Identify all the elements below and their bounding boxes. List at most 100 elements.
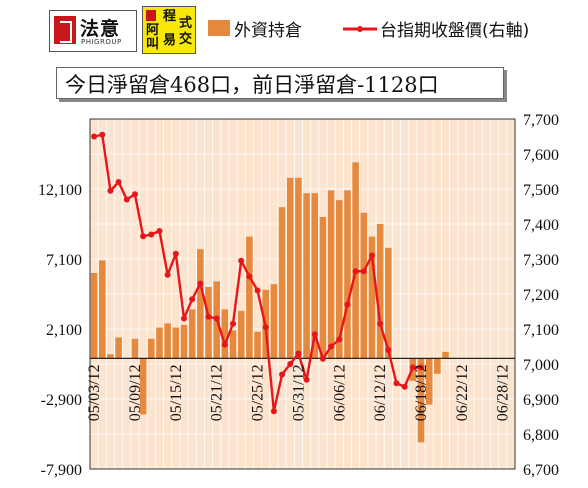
y-right-tick-label: 6,900 bbox=[523, 392, 559, 409]
bar bbox=[139, 358, 147, 415]
price-point bbox=[238, 257, 245, 264]
price-point bbox=[91, 133, 98, 140]
price-point bbox=[287, 361, 294, 367]
program-trading-logo-char: 交 bbox=[179, 32, 193, 47]
x-tick-label: 05/21/12 bbox=[209, 364, 226, 421]
bar bbox=[180, 324, 188, 359]
price-point bbox=[295, 350, 302, 357]
price-point bbox=[377, 320, 384, 327]
bar bbox=[156, 327, 163, 359]
price-point bbox=[213, 315, 220, 322]
price-point bbox=[197, 280, 204, 287]
bar bbox=[425, 358, 433, 405]
x-tick-label: 06/18/12 bbox=[413, 364, 430, 421]
price-point bbox=[164, 271, 171, 278]
price-point bbox=[172, 250, 179, 257]
bar bbox=[229, 330, 237, 359]
price-point bbox=[393, 380, 400, 387]
program-trading-logo-char: 易 bbox=[163, 33, 177, 48]
x-tick-label: 05/25/12 bbox=[250, 364, 267, 421]
price-point bbox=[360, 268, 367, 275]
price-point bbox=[311, 331, 318, 338]
phigroup-logo: 法意 PHIGROUP bbox=[49, 10, 137, 52]
program-trading-logo-char: 阿 bbox=[146, 23, 160, 38]
bar bbox=[344, 190, 351, 359]
bar bbox=[107, 354, 114, 359]
y-right-tick-label: 7,000 bbox=[523, 357, 559, 374]
x-tick-label: 05/15/12 bbox=[168, 364, 185, 421]
y-right-tick-label: 6,700 bbox=[523, 462, 559, 479]
bar bbox=[205, 287, 212, 359]
legend-bar-label: 外資持倉 bbox=[234, 21, 302, 41]
bar bbox=[115, 337, 122, 359]
bar bbox=[246, 236, 253, 359]
bar bbox=[368, 236, 376, 359]
bar bbox=[385, 247, 392, 359]
price-point bbox=[303, 376, 310, 383]
price-point bbox=[205, 313, 212, 320]
price-point bbox=[230, 320, 237, 327]
bar bbox=[197, 249, 204, 359]
y-right-tick-label: 7,700 bbox=[523, 112, 559, 129]
phigroup-logo-text: 法意 bbox=[80, 18, 121, 40]
price-point bbox=[140, 233, 147, 240]
price-point bbox=[368, 252, 375, 259]
y-left-tick-label: 2,100 bbox=[46, 322, 82, 339]
bar bbox=[434, 358, 441, 374]
x-tick-label: 06/12/12 bbox=[372, 364, 389, 421]
bar bbox=[303, 193, 310, 359]
y-left-tick-label: -2,900 bbox=[41, 392, 82, 409]
chart-title: 今日淨留倉468口，前日淨留倉-1128口 bbox=[65, 73, 439, 97]
price-point bbox=[279, 371, 286, 378]
bar bbox=[278, 207, 286, 359]
bar bbox=[327, 190, 335, 359]
bar bbox=[172, 327, 180, 359]
price-point bbox=[270, 408, 277, 415]
phigroup-logo-subtext: PHIGROUP bbox=[81, 38, 122, 46]
plot-border bbox=[89, 118, 516, 470]
price-point bbox=[131, 191, 138, 198]
y-right-tick-label: 6,800 bbox=[523, 427, 559, 444]
price-point bbox=[180, 315, 187, 322]
price-point bbox=[99, 131, 106, 138]
price-point bbox=[336, 336, 343, 343]
y-right-tick-label: 7,500 bbox=[523, 182, 559, 199]
bar bbox=[336, 200, 343, 359]
bar bbox=[237, 310, 245, 359]
y-right-tick-label: 7,200 bbox=[523, 287, 559, 304]
bar bbox=[270, 284, 278, 359]
bar bbox=[148, 338, 155, 359]
y-left-tick-label: -7,900 bbox=[41, 462, 82, 479]
price-point bbox=[352, 268, 359, 275]
bar bbox=[442, 351, 449, 359]
price-point bbox=[385, 347, 392, 353]
bar bbox=[98, 260, 106, 359]
x-tick-label: 06/28/12 bbox=[495, 364, 512, 421]
price-point bbox=[156, 228, 163, 234]
price-point bbox=[328, 343, 335, 350]
price-point bbox=[262, 324, 269, 331]
phigroup-logo-mark-icon bbox=[54, 16, 76, 44]
y-right-tick-label: 7,300 bbox=[523, 252, 559, 269]
price-point bbox=[409, 364, 416, 371]
bar bbox=[295, 177, 302, 359]
price-point bbox=[401, 383, 408, 390]
bar bbox=[417, 358, 425, 443]
chart-title-box: 今日淨留倉468口，前日淨留倉-1128口 bbox=[56, 67, 504, 99]
bar bbox=[319, 217, 327, 359]
program-trading-logo: 阿 程 式 叫 易 交 bbox=[142, 6, 196, 54]
x-tick-label: 05/03/12 bbox=[86, 364, 103, 421]
price-point bbox=[221, 341, 228, 348]
y-right-tick-label: 7,600 bbox=[523, 147, 559, 164]
price-point bbox=[418, 364, 425, 371]
y-left-tick-label: 12,100 bbox=[38, 182, 82, 199]
price-point bbox=[254, 287, 261, 294]
bar bbox=[254, 331, 261, 359]
bar bbox=[188, 309, 196, 359]
x-tick-label: 06/06/12 bbox=[331, 364, 348, 421]
price-point bbox=[319, 355, 326, 362]
program-trading-logo-mark-icon bbox=[146, 10, 156, 21]
bar bbox=[286, 177, 294, 359]
price-point bbox=[344, 301, 351, 308]
